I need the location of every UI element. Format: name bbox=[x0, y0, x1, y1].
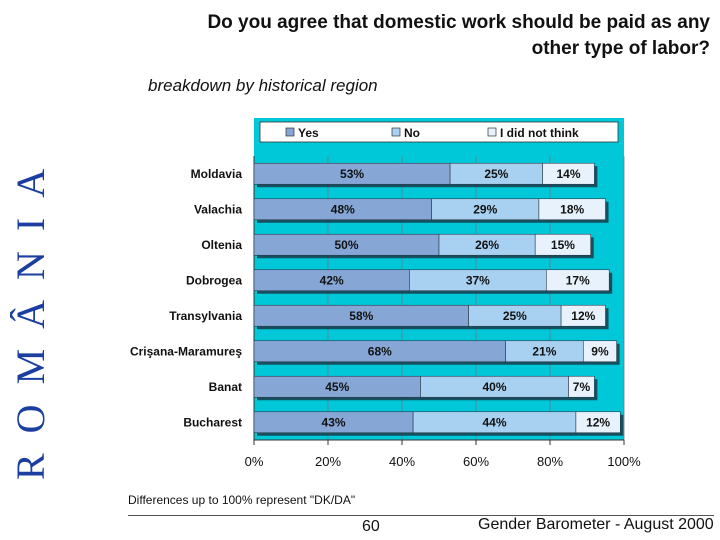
chart-subtitle: breakdown by historical region bbox=[148, 76, 378, 95]
source-label: Gender Barometer - August 2000 bbox=[478, 516, 714, 533]
category-label: Dobrogea bbox=[186, 273, 242, 287]
bar-segment bbox=[545, 269, 610, 292]
legend-label: I did not think bbox=[500, 126, 579, 140]
x-tick-label: 60% bbox=[463, 454, 489, 469]
data-label: 18% bbox=[560, 202, 584, 216]
data-label: 45% bbox=[325, 380, 349, 394]
page-title: Do you agree that domestic work should b… bbox=[110, 10, 710, 62]
footnote: Differences up to 100% represent "DK/DA" bbox=[128, 493, 356, 507]
data-label: 48% bbox=[331, 202, 355, 216]
data-label: 21% bbox=[532, 344, 556, 358]
data-label: 68% bbox=[368, 344, 392, 358]
data-label: 53% bbox=[340, 167, 364, 181]
data-label: 58% bbox=[349, 309, 373, 323]
bar-segment bbox=[542, 162, 595, 185]
legend-swatch bbox=[285, 127, 295, 137]
data-label: 50% bbox=[334, 238, 358, 252]
data-label: 12% bbox=[586, 415, 610, 429]
bar-segment bbox=[582, 340, 617, 363]
bar-segment bbox=[534, 233, 592, 256]
data-label: 42% bbox=[320, 273, 344, 287]
category-label: Bucharest bbox=[183, 415, 242, 429]
page-number: 60 bbox=[362, 518, 380, 535]
category-label: Transylvania bbox=[169, 309, 242, 323]
title-line-2: other type of labor? bbox=[531, 38, 710, 59]
data-label: 37% bbox=[466, 273, 490, 287]
data-label: 26% bbox=[475, 238, 499, 252]
data-label: 17% bbox=[566, 273, 590, 287]
data-label: 44% bbox=[482, 415, 506, 429]
legend-box bbox=[259, 121, 619, 143]
data-label: 40% bbox=[482, 380, 506, 394]
data-label: 25% bbox=[503, 309, 527, 323]
bar-segment bbox=[568, 375, 595, 398]
romania-vertical-title: ROMÂNIA bbox=[10, 149, 53, 480]
x-tick-label: 40% bbox=[389, 454, 415, 469]
data-label: 43% bbox=[322, 415, 346, 429]
bar-segment bbox=[538, 198, 606, 221]
category-label: Crişana-Maramureş bbox=[130, 344, 242, 358]
data-label: 14% bbox=[556, 167, 580, 181]
legend-label: No bbox=[404, 126, 420, 140]
data-label: 9% bbox=[591, 344, 609, 358]
footer-divider bbox=[128, 515, 714, 516]
data-label: 12% bbox=[571, 309, 595, 323]
category-label: Banat bbox=[209, 380, 242, 394]
bar-segment bbox=[575, 411, 621, 434]
legend-label: Yes bbox=[298, 126, 319, 140]
bar-segment bbox=[560, 304, 606, 327]
legend-swatch bbox=[487, 127, 497, 137]
x-tick-label: 20% bbox=[315, 454, 341, 469]
data-label: 29% bbox=[473, 202, 497, 216]
data-label: 15% bbox=[551, 238, 575, 252]
x-tick-label: 100% bbox=[607, 454, 641, 469]
x-tick-label: 80% bbox=[537, 454, 563, 469]
data-label: 7% bbox=[573, 380, 591, 394]
data-label: 25% bbox=[484, 167, 508, 181]
title-line-1: Do you agree that domestic work should b… bbox=[207, 12, 710, 33]
category-label: Oltenia bbox=[201, 238, 242, 252]
legend-swatch bbox=[391, 127, 401, 137]
category-label: Valachia bbox=[194, 202, 242, 216]
category-label: Moldavia bbox=[191, 167, 243, 181]
romania-vertical-text: ROMÂNIA bbox=[10, 149, 53, 480]
x-tick-label: 0% bbox=[245, 454, 264, 469]
